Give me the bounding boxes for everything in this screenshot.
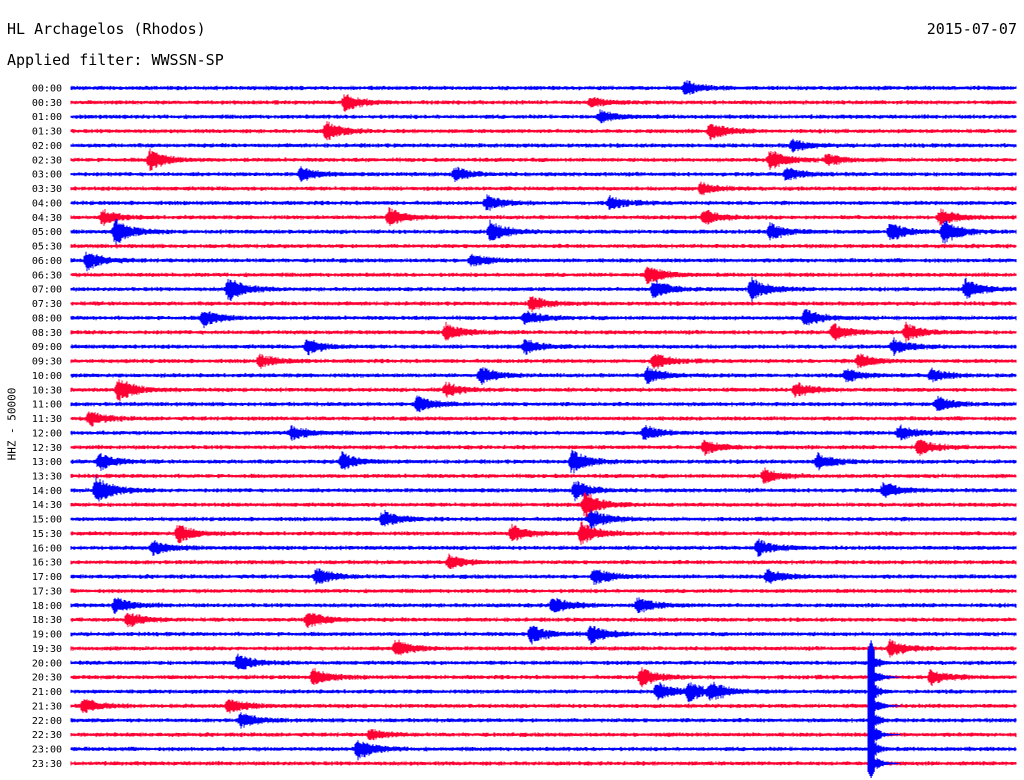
- row-time-label: 23:30: [32, 759, 62, 770]
- row-time-label: 01:00: [32, 112, 62, 123]
- row-time-label: 02:00: [32, 141, 62, 152]
- row-time-label: 15:30: [32, 529, 62, 540]
- row-time-label: 13:30: [32, 471, 62, 482]
- row-time-label: 11:30: [32, 414, 62, 425]
- row-time-label: 01:30: [32, 127, 62, 138]
- row-time-label: 19:00: [32, 630, 62, 641]
- date-label: 2015-07-07: [926, 20, 1017, 38]
- row-time-label: 00:30: [32, 98, 62, 109]
- row-time-label: 09:30: [32, 357, 62, 368]
- row-time-label: 20:30: [32, 673, 62, 684]
- trace-row: [70, 251, 1017, 272]
- trace-row: [70, 612, 1017, 629]
- row-time-label: 06:30: [32, 270, 62, 281]
- row-time-label: 04:00: [32, 198, 62, 209]
- row-time-label: 08:00: [32, 313, 62, 324]
- trace-row: [70, 625, 1017, 645]
- row-time-label: 05:30: [32, 242, 62, 253]
- row-time-label: 12:30: [32, 443, 62, 454]
- row-time-label: 07:30: [32, 299, 62, 310]
- major-event-coda: [870, 653, 901, 774]
- row-time-label: 07:00: [32, 285, 62, 296]
- row-time-label: 16:30: [32, 558, 62, 569]
- row-time-label: 18:00: [32, 601, 62, 612]
- row-time-label: 04:30: [32, 213, 62, 224]
- row-time-label: 03:00: [32, 170, 62, 181]
- row-time-label: 11:00: [32, 400, 62, 411]
- row-time-label: 18:30: [32, 615, 62, 626]
- row-time-label: 13:00: [32, 457, 62, 468]
- row-time-label: 21:00: [32, 687, 62, 698]
- row-time-label: 17:00: [32, 572, 62, 583]
- row-time-label: 06:00: [32, 256, 62, 267]
- row-time-label: 08:30: [32, 328, 62, 339]
- row-time-label: 10:30: [32, 385, 62, 396]
- row-time-label: 03:30: [32, 184, 62, 195]
- row-time-label: 02:30: [32, 155, 62, 166]
- row-time-label: 17:30: [32, 586, 62, 597]
- row-time-label: 05:00: [32, 227, 62, 238]
- row-time-label: 12:00: [32, 428, 62, 439]
- filter-label: Applied filter: WWSSN-SP: [7, 51, 224, 69]
- row-time-label: 15:00: [32, 515, 62, 526]
- row-time-label: 09:00: [32, 342, 62, 353]
- row-time-label: 22:00: [32, 716, 62, 727]
- row-time-label: 19:30: [32, 644, 62, 655]
- trace-row: [70, 475, 1017, 502]
- row-time-label: 21:30: [32, 701, 62, 712]
- trace-row: [70, 509, 1017, 531]
- trace-row: [70, 553, 1017, 569]
- row-time-label: 10:00: [32, 371, 62, 382]
- row-time-label: 14:00: [32, 486, 62, 497]
- row-time-label: 23:00: [32, 745, 62, 756]
- row-time-label: 14:30: [32, 500, 62, 511]
- row-time-label: 00:00: [32, 84, 62, 95]
- station-title: HL Archagelos (Rhodos): [7, 20, 206, 38]
- row-time-label: 16:00: [32, 543, 62, 554]
- row-time-label: 22:30: [32, 730, 62, 741]
- row-time-label: 20:00: [32, 658, 62, 669]
